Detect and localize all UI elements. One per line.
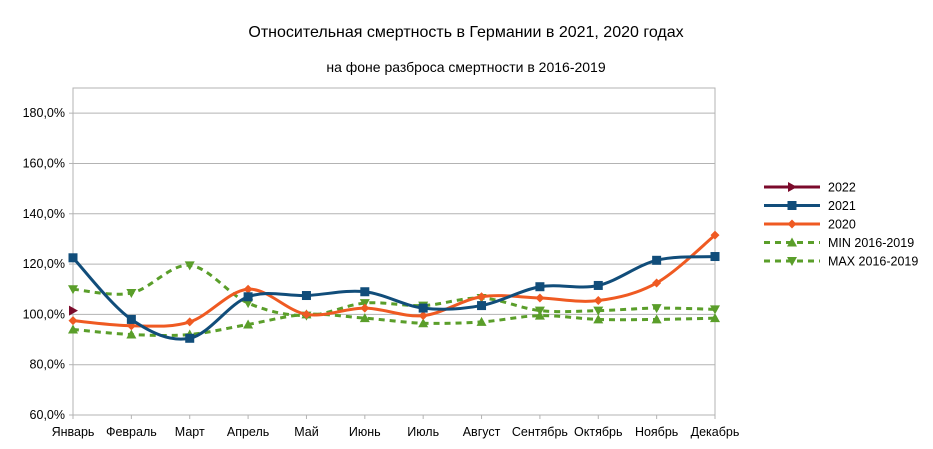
data-point [652,255,662,265]
data-point [243,319,254,329]
y-tick-label: 160,0% [23,156,65,170]
x-tick-label: Февраль [106,425,157,439]
x-tick-label: Апрель [227,425,269,439]
data-point [593,314,604,324]
data-point [359,313,370,323]
legend-swatch-marker [787,237,797,247]
data-point [68,285,78,295]
legend-item: MIN 2016-2019 [764,236,914,250]
data-point [243,299,254,309]
data-point [185,317,195,327]
data-point [651,314,662,324]
legend-item: MAX 2016-2019 [764,255,918,269]
x-tick-label: Июнь [349,425,381,439]
series-line [71,255,716,341]
data-point [359,299,370,309]
legend-label: 2021 [828,199,856,213]
data-point [301,291,311,301]
data-point [710,313,720,323]
y-tick-label: 120,0% [23,257,65,271]
data-point [69,305,78,316]
y-axis-ticks: 60,0% 80,0% 100,0% 120,0% 140,0% 160,0% 180,0% [23,106,73,422]
data-point [360,287,370,297]
data-point [593,296,603,306]
data-point [477,301,487,311]
x-tick-label: Декабрь [691,425,740,439]
data-point [535,282,545,292]
y-tick-label: 140,0% [23,207,65,221]
x-tick-label: Ноябрь [635,425,678,439]
data-point [418,303,428,313]
data-point [593,306,604,316]
x-axis-ticks: Январь Февраль Март Апрель Май Июнь Июль Август… [52,415,740,439]
data-point [534,306,545,316]
data-point [68,253,78,263]
legend-swatch-marker [787,257,797,266]
x-tick-label: Январь [52,425,95,439]
legend-label: MIN 2016-2019 [828,236,914,250]
data-point [593,280,603,290]
data-point [243,284,253,294]
series-2020 [68,230,720,331]
data-point [68,316,78,326]
legend: 2022 2021 2020 MIN 2016-2019 MAX 2016-2019 [764,181,918,269]
plot-area-frame [72,87,716,416]
data-point [243,292,253,302]
data-point [710,305,720,315]
y-tick-label: 180,0% [23,106,65,120]
data-point [68,324,78,334]
x-tick-label: Август [463,425,501,439]
data-point [710,252,720,262]
data-point [360,303,370,313]
data-point [185,333,195,343]
data-point [535,293,545,303]
x-tick-label: Май [294,425,319,439]
y-tick-label: 80,0% [30,358,65,372]
data-point [710,230,720,240]
series-2022 [69,305,78,316]
y-tick-label: 60,0% [30,408,65,422]
legend-label: MAX 2016-2019 [828,255,918,269]
x-tick-label: Октябрь [574,425,622,439]
data-point [477,292,487,302]
legend-item: 2022 [764,181,856,195]
data-point [184,261,195,271]
data-point [476,316,487,326]
chart-title: Относительная смертность в Германии в 20… [248,24,683,41]
legend-swatch-marker [788,182,797,192]
legend-swatch-marker [787,201,797,210]
series-group [68,230,720,343]
data-point [651,304,662,314]
x-tick-label: Июль [407,425,439,439]
series-line [72,263,716,318]
gridlines [73,112,715,416]
series-2021 [68,252,720,343]
series-min-2016-2019 [68,309,720,339]
legend-swatch-marker [787,219,797,229]
legend-item: 2020 [764,218,856,232]
y-tick-label: 100,0% [23,307,65,321]
legend-label: 2022 [828,181,856,195]
data-point [418,311,428,321]
data-point [126,329,137,339]
data-point [652,278,662,288]
series-line [72,312,716,337]
data-point [126,289,137,299]
data-point [301,309,311,319]
x-tick-label: Март [175,425,205,439]
x-tick-label: Сентябрь [512,425,568,439]
chart-subtitle: на фоне разброса смертности в 2016-2019 [326,59,605,75]
legend-label: 2020 [828,218,856,232]
data-point [126,314,136,324]
series-line [72,233,716,328]
data-point [418,318,429,328]
legend-item: 2021 [764,199,856,213]
